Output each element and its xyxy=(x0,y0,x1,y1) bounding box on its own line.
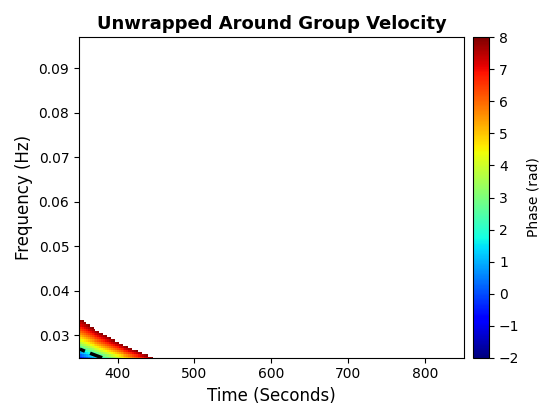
X-axis label: Time (Seconds): Time (Seconds) xyxy=(207,387,336,405)
Y-axis label: Frequency (Hz): Frequency (Hz) xyxy=(15,135,33,260)
Y-axis label: Phase (rad): Phase (rad) xyxy=(526,158,540,237)
Title: Unwrapped Around Group Velocity: Unwrapped Around Group Velocity xyxy=(97,15,446,33)
